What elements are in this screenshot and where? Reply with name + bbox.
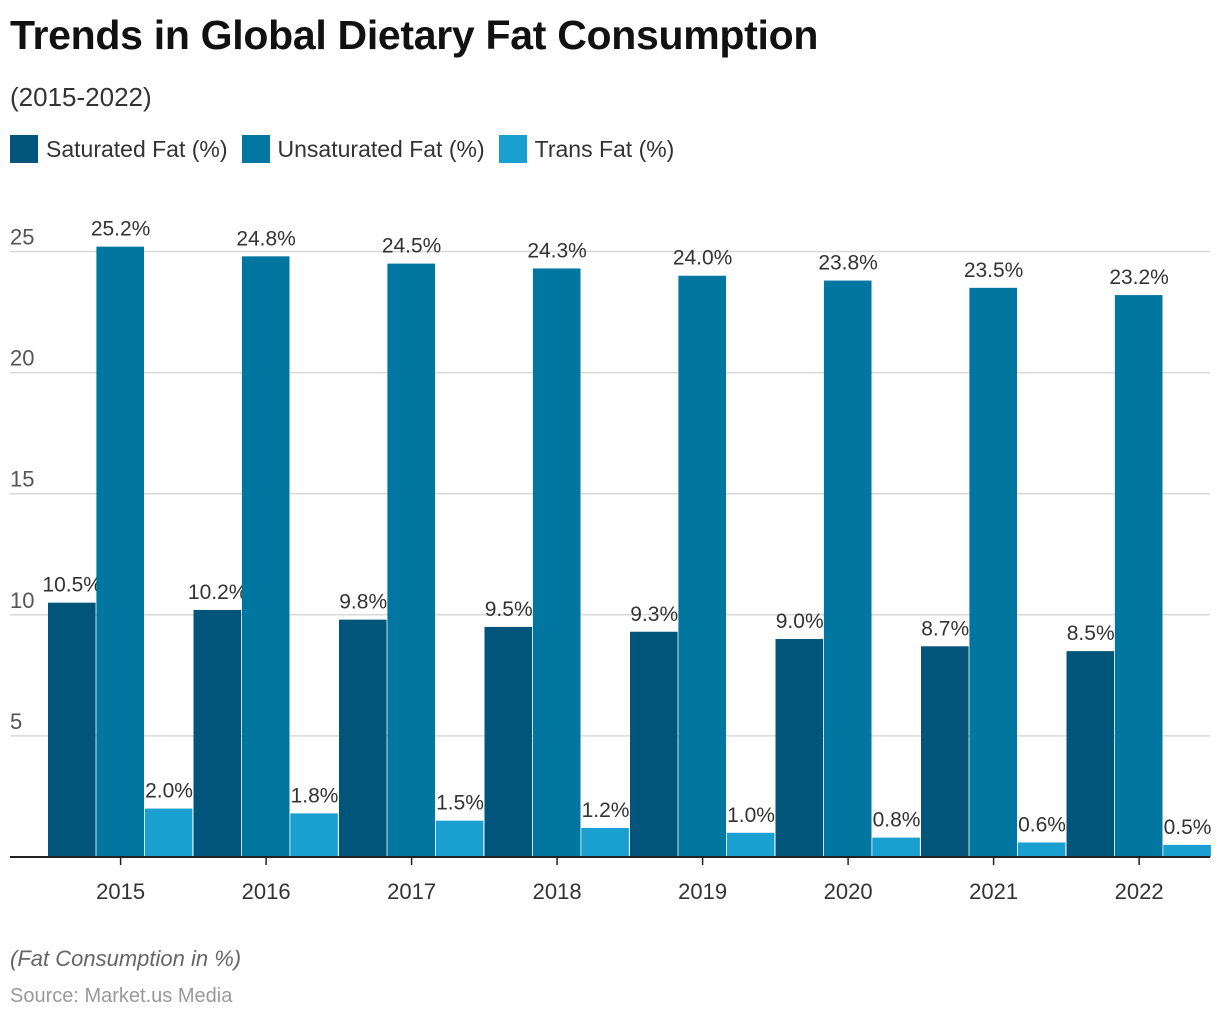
bar-trans-2020 bbox=[872, 837, 920, 857]
bar-trans-2019 bbox=[726, 832, 775, 857]
data-label-unsaturated-2019: 24.0% bbox=[673, 247, 733, 270]
legend: Saturated Fat (%) Unsaturated Fat (%) Tr… bbox=[10, 135, 674, 163]
data-label-trans-2021: 0.6% bbox=[1018, 813, 1066, 836]
data-label-trans-2022: 0.5% bbox=[1164, 816, 1212, 839]
x-tick-label: 2020 bbox=[824, 879, 873, 904]
data-label-unsaturated-2016: 24.8% bbox=[236, 227, 296, 250]
bar-saturated-2022 bbox=[1066, 651, 1115, 857]
data-label-unsaturated-2022: 23.2% bbox=[1109, 266, 1169, 289]
data-label-trans-2015: 2.0% bbox=[145, 780, 193, 803]
data-label-saturated-2019: 9.3% bbox=[630, 603, 678, 626]
data-label-unsaturated-2015: 25.2% bbox=[91, 218, 151, 241]
legend-swatch-unsaturated bbox=[241, 135, 270, 163]
data-label-saturated-2018: 9.5% bbox=[485, 598, 533, 621]
x-tick-label: 2022 bbox=[1115, 879, 1164, 904]
x-tick-label: 2019 bbox=[678, 879, 727, 904]
data-label-trans-2016: 1.8% bbox=[291, 784, 339, 807]
axis-note: (Fat Consumption in %) bbox=[10, 946, 242, 971]
x-tick-label: 2018 bbox=[533, 879, 582, 904]
data-label-trans-2020: 0.8% bbox=[873, 809, 921, 832]
bar-trans-2018 bbox=[581, 827, 629, 857]
data-label-unsaturated-2021: 23.5% bbox=[964, 259, 1024, 282]
bar-unsaturated-2019 bbox=[678, 275, 726, 858]
legend-item-trans: Trans Fat (%) bbox=[498, 135, 675, 163]
bar-saturated-2017 bbox=[339, 619, 387, 857]
legend-swatch-saturated bbox=[10, 135, 38, 163]
y-tick-label: 5 bbox=[10, 709, 22, 734]
bar-trans-2021 bbox=[1017, 842, 1066, 857]
data-label-saturated-2021: 8.7% bbox=[921, 617, 969, 640]
legend-label-trans: Trans Fat (%) bbox=[534, 135, 675, 162]
bar-unsaturated-2017 bbox=[387, 263, 435, 857]
data-label-saturated-2016: 10.2% bbox=[188, 581, 248, 604]
data-label-saturated-2015: 10.5% bbox=[42, 574, 102, 597]
y-tick-label: 15 bbox=[10, 467, 34, 492]
bar-saturated-2016 bbox=[193, 609, 242, 857]
bar-unsaturated-2021 bbox=[969, 287, 1017, 858]
y-tick-label: 10 bbox=[10, 588, 34, 613]
legend-label-unsaturated: Unsaturated Fat (%) bbox=[277, 135, 485, 162]
data-label-unsaturated-2018: 24.3% bbox=[527, 239, 587, 262]
data-label-trans-2019: 1.0% bbox=[727, 804, 775, 827]
data-label-unsaturated-2017: 24.5% bbox=[382, 235, 442, 258]
x-tick-label: 2015 bbox=[96, 879, 145, 904]
chart-title: Trends in Global Dietary Fat Consumption bbox=[10, 12, 819, 58]
bar-trans-2016 bbox=[290, 813, 338, 857]
bar-saturated-2019 bbox=[630, 631, 678, 857]
x-tick-label: 2021 bbox=[969, 879, 1018, 904]
data-label-saturated-2020: 9.0% bbox=[776, 610, 824, 633]
x-tick-label: 2017 bbox=[387, 879, 436, 904]
data-label-unsaturated-2020: 23.8% bbox=[818, 252, 878, 275]
bar-saturated-2021 bbox=[921, 646, 969, 857]
legend-item-unsaturated: Unsaturated Fat (%) bbox=[241, 135, 485, 163]
data-label-saturated-2022: 8.5% bbox=[1067, 622, 1115, 645]
source-credit: Source: Market.us Media bbox=[10, 985, 233, 1007]
bar-saturated-2015 bbox=[48, 602, 96, 857]
legend-label-saturated: Saturated Fat (%) bbox=[46, 135, 228, 162]
legend-swatch-trans bbox=[498, 135, 527, 163]
y-tick-label: 25 bbox=[10, 225, 34, 250]
bar-trans-2017 bbox=[435, 820, 484, 857]
bar-trans-2015 bbox=[144, 808, 193, 857]
legend-item-saturated: Saturated Fat (%) bbox=[10, 135, 228, 163]
data-label-trans-2017: 1.5% bbox=[436, 792, 484, 815]
y-tick-label: 20 bbox=[10, 346, 34, 371]
x-tick-label: 2016 bbox=[242, 879, 291, 904]
chart-subtitle: (2015-2022) bbox=[10, 82, 152, 112]
bar-unsaturated-2018 bbox=[532, 268, 581, 858]
bar-unsaturated-2022 bbox=[1114, 295, 1163, 857]
data-label-saturated-2017: 9.8% bbox=[339, 591, 387, 614]
bar-saturated-2020 bbox=[775, 639, 824, 857]
bar-unsaturated-2015 bbox=[96, 246, 144, 857]
bar-unsaturated-2020 bbox=[823, 280, 872, 858]
bar-saturated-2018 bbox=[484, 626, 533, 857]
data-label-trans-2018: 1.2% bbox=[582, 799, 630, 822]
bar-unsaturated-2016 bbox=[241, 256, 290, 857]
bar-trans-2022 bbox=[1163, 844, 1211, 857]
